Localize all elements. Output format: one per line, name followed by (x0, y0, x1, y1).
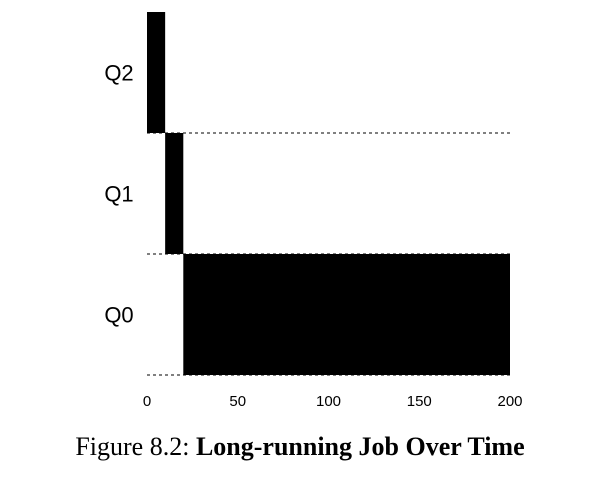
segment-q1 (165, 133, 184, 254)
x-axis-ticks: 0 50 100 150 200 (143, 393, 523, 410)
queue-label-q1: Q1 (104, 182, 133, 207)
caption-prefix: Figure 8.2: (75, 432, 196, 461)
queue-label-q0: Q0 (104, 303, 133, 328)
caption-title: Long-running Job Over Time (195, 432, 525, 461)
segment-q2 (147, 12, 166, 133)
x-tick-label: 100 (316, 393, 341, 410)
segments (147, 12, 511, 375)
x-tick-label: 200 (497, 393, 522, 410)
queue-labels: Q2 Q1 Q0 (104, 61, 133, 328)
queue-label-q2: Q2 (104, 61, 133, 86)
mlfq-chart: Q2 Q1 Q0 0 50 100 150 200 (104, 12, 523, 410)
x-tick-label: 0 (143, 393, 151, 410)
x-tick-label: 50 (229, 393, 246, 410)
segment-q0 (183, 254, 511, 375)
figure-caption: Figure 8.2: Long-running Job Over Time (0, 432, 600, 462)
x-tick-label: 150 (407, 393, 432, 410)
